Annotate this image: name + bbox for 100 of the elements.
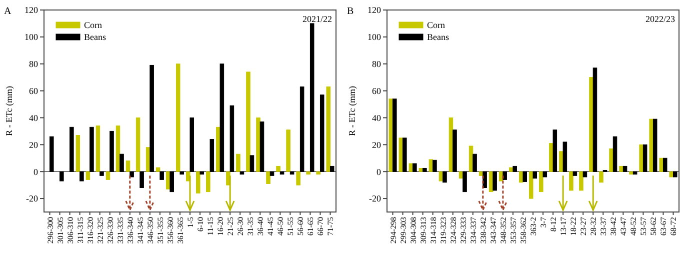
bar — [230, 105, 234, 172]
bar — [110, 130, 114, 172]
bar — [120, 154, 124, 172]
x-tick-label: 41-45 — [266, 217, 276, 236]
y-tick-label: 80 — [372, 59, 382, 70]
x-tick-label: 361-365 — [176, 217, 185, 244]
x-tick-label: 1-5 — [186, 217, 195, 228]
annotation: 2022/23 — [645, 14, 676, 24]
bar — [652, 118, 658, 172]
x-tick-label: 38-42 — [609, 217, 618, 236]
chart-title: B — [347, 6, 354, 17]
bar — [562, 142, 568, 172]
bar — [180, 171, 184, 175]
bar — [472, 154, 477, 172]
y-tick-label: 120 — [24, 5, 38, 16]
x-tick-label: 16-20 — [216, 217, 226, 236]
x-tick-label: 51-55 — [286, 217, 296, 236]
x-tick-label: 348-352 — [498, 217, 508, 244]
x-tick-label: 58-62 — [649, 217, 658, 236]
bar — [286, 130, 290, 172]
x-tick-label: 66-70 — [316, 217, 326, 236]
x-tick-label: 306-310 — [66, 217, 75, 244]
bar — [662, 158, 668, 172]
bar — [306, 171, 310, 175]
x-tick-label: 314-318 — [428, 217, 438, 244]
bar — [200, 171, 204, 175]
bar — [639, 144, 644, 172]
x-tick-label: 358-362 — [518, 217, 528, 244]
bar — [176, 64, 180, 172]
bar — [130, 171, 134, 178]
bar — [428, 159, 434, 172]
x-tick-label: 334-337 — [468, 217, 478, 244]
bar — [290, 171, 294, 175]
bar — [220, 64, 224, 172]
bar — [522, 171, 527, 182]
x-tick-label: 13-17 — [559, 217, 568, 236]
x-tick-label: 324-328 — [448, 217, 458, 244]
x-tick-label: 46-50 — [276, 217, 286, 236]
bar — [579, 171, 584, 191]
x-tick-label: 6-10 — [196, 217, 206, 232]
x-tick-label: 8-12 — [549, 217, 558, 232]
bar — [412, 163, 417, 172]
x-tick-label: 33-37 — [599, 217, 608, 236]
bar — [76, 134, 80, 172]
bar — [156, 167, 160, 172]
bar — [70, 126, 74, 172]
legend-label: Corn — [84, 20, 102, 30]
x-tick-label: 31-35 — [246, 217, 256, 236]
x-tick-label: 61-65 — [306, 217, 316, 236]
y-axis-title: R - ETc (mm) — [347, 86, 357, 136]
bar — [388, 98, 394, 172]
bar — [572, 171, 578, 176]
x-tick-label: 309-313 — [418, 217, 428, 244]
bar — [589, 77, 594, 172]
bar — [260, 122, 264, 172]
bar — [50, 136, 54, 172]
y-axis-title: R - ETc (mm) — [4, 86, 14, 136]
x-tick-label: 11-15 — [206, 217, 216, 236]
bar — [126, 160, 130, 172]
bar — [432, 160, 437, 172]
y-tick-label: -20 — [26, 194, 38, 204]
bar — [482, 171, 487, 188]
bar — [629, 171, 634, 175]
bar — [136, 117, 140, 172]
bar — [659, 158, 664, 172]
x-tick-label: 343-347 — [488, 217, 498, 244]
bar — [246, 72, 250, 172]
y-tick-label: 100 — [24, 32, 38, 42]
x-tick-label: 304-308 — [408, 217, 418, 244]
x-tick-label: 353-357 — [508, 217, 518, 244]
bar — [256, 117, 260, 172]
bar — [116, 126, 120, 172]
x-tick-label: 294-298 — [388, 217, 398, 244]
bar — [619, 166, 624, 172]
bar — [492, 171, 497, 191]
bar — [300, 86, 304, 172]
x-tick-label: 311-315 — [76, 217, 85, 244]
bar — [150, 64, 154, 172]
bar — [86, 171, 90, 180]
bar — [512, 166, 517, 172]
y-tick-label: 40 — [29, 112, 38, 123]
bar — [250, 155, 254, 172]
bar — [96, 126, 100, 172]
legend-label: Corn — [427, 20, 446, 30]
bar — [90, 126, 94, 172]
x-tick-label: 63-67 — [659, 217, 668, 236]
x-tick-label: 326-330 — [106, 217, 115, 244]
bar — [502, 171, 507, 180]
x-tick-label: 346-350 — [146, 217, 155, 244]
bar — [672, 171, 678, 178]
bar — [392, 98, 397, 172]
legend-label: Beans — [427, 32, 450, 42]
bar — [532, 171, 538, 179]
bar — [462, 171, 467, 192]
y-tick-label: 80 — [29, 59, 38, 70]
bar — [190, 117, 194, 172]
bar — [170, 171, 174, 192]
bar — [276, 166, 280, 172]
bar — [542, 171, 548, 178]
bar — [60, 171, 64, 182]
